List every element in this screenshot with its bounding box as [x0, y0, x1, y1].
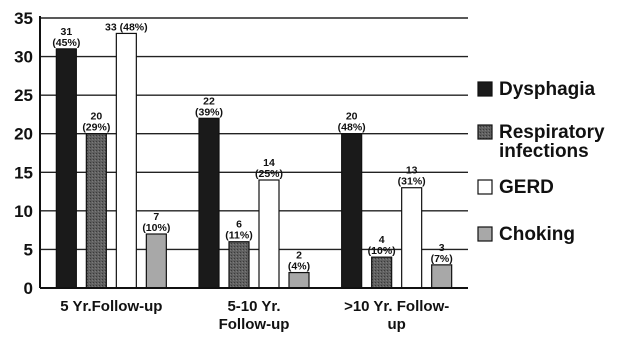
legend-label: Dysphagia [499, 79, 596, 100]
y-tick-label: 5 [24, 240, 33, 259]
data-label: 3 [439, 242, 445, 254]
bars [55, 32, 453, 289]
bar [55, 48, 77, 289]
data-label: 33 (48%) [105, 21, 148, 33]
data-label: 20 [90, 111, 102, 123]
data-label: 20 [346, 111, 358, 123]
bar [228, 241, 250, 289]
bar [288, 271, 310, 289]
data-label: (39%) [195, 106, 223, 118]
legend-swatch [477, 81, 493, 97]
legend-swatch [477, 179, 493, 195]
y-tick-label: 0 [24, 279, 33, 298]
data-label: (48%) [338, 122, 366, 134]
bar [371, 256, 393, 289]
legend-label: Respiratory [499, 122, 605, 143]
data-label: 7 [153, 211, 159, 223]
data-label: 31 [60, 26, 72, 38]
y-tick-label: 35 [14, 9, 33, 28]
legend-swatch [477, 124, 493, 140]
data-label: (11%) [225, 230, 252, 242]
y-tick-label: 20 [14, 125, 33, 144]
data-label: (31%) [398, 176, 426, 188]
data-label: 6 [236, 219, 242, 231]
x-category-label: up [388, 316, 406, 333]
data-label: (4%) [288, 261, 310, 273]
legend-label: Choking [499, 224, 575, 245]
data-labels: 31(45%)20(29%)33 (48%)7(10%)22(39%)6(11%… [52, 21, 452, 272]
x-category-label: 5-10 Yr. [227, 298, 280, 315]
gridlines [40, 17, 468, 251]
bar [341, 133, 363, 289]
bar [401, 187, 423, 289]
axes [39, 16, 468, 289]
y-tick-label: 30 [14, 48, 33, 67]
data-label: 22 [203, 95, 215, 107]
bar [431, 264, 453, 289]
y-tick-label: 10 [14, 202, 33, 221]
data-label: (45%) [52, 37, 80, 49]
data-label: (29%) [82, 122, 110, 134]
data-label: 14 [263, 157, 275, 169]
data-label: (10%) [142, 222, 170, 234]
x-category-label: Follow-up [219, 316, 290, 333]
data-label: 13 [406, 165, 418, 177]
bar [198, 117, 220, 289]
data-label: 2 [296, 250, 302, 262]
data-label: (10%) [368, 245, 396, 257]
data-label: (25%) [255, 168, 283, 180]
bar [145, 233, 167, 289]
y-axis-ticks: 0 5 10 15 20 25 30 35 [14, 9, 33, 298]
bar [85, 133, 107, 289]
legend-label: infections [499, 141, 589, 162]
x-category-label: >10 Yr. Follow- [344, 298, 449, 315]
y-tick-label: 25 [14, 86, 33, 105]
legend-swatch [477, 226, 493, 242]
legend-label: GERD [499, 177, 554, 198]
x-axis-categories: 5 Yr.Follow-up 5-10 Yr.Follow-up >10 Yr. F… [60, 298, 449, 333]
bar [115, 32, 137, 289]
bar [258, 179, 280, 289]
data-label: (7%) [431, 253, 453, 265]
y-tick-label: 15 [14, 163, 33, 182]
x-category-label: 5 Yr.Follow-up [60, 298, 162, 315]
data-label: 4 [379, 234, 385, 246]
